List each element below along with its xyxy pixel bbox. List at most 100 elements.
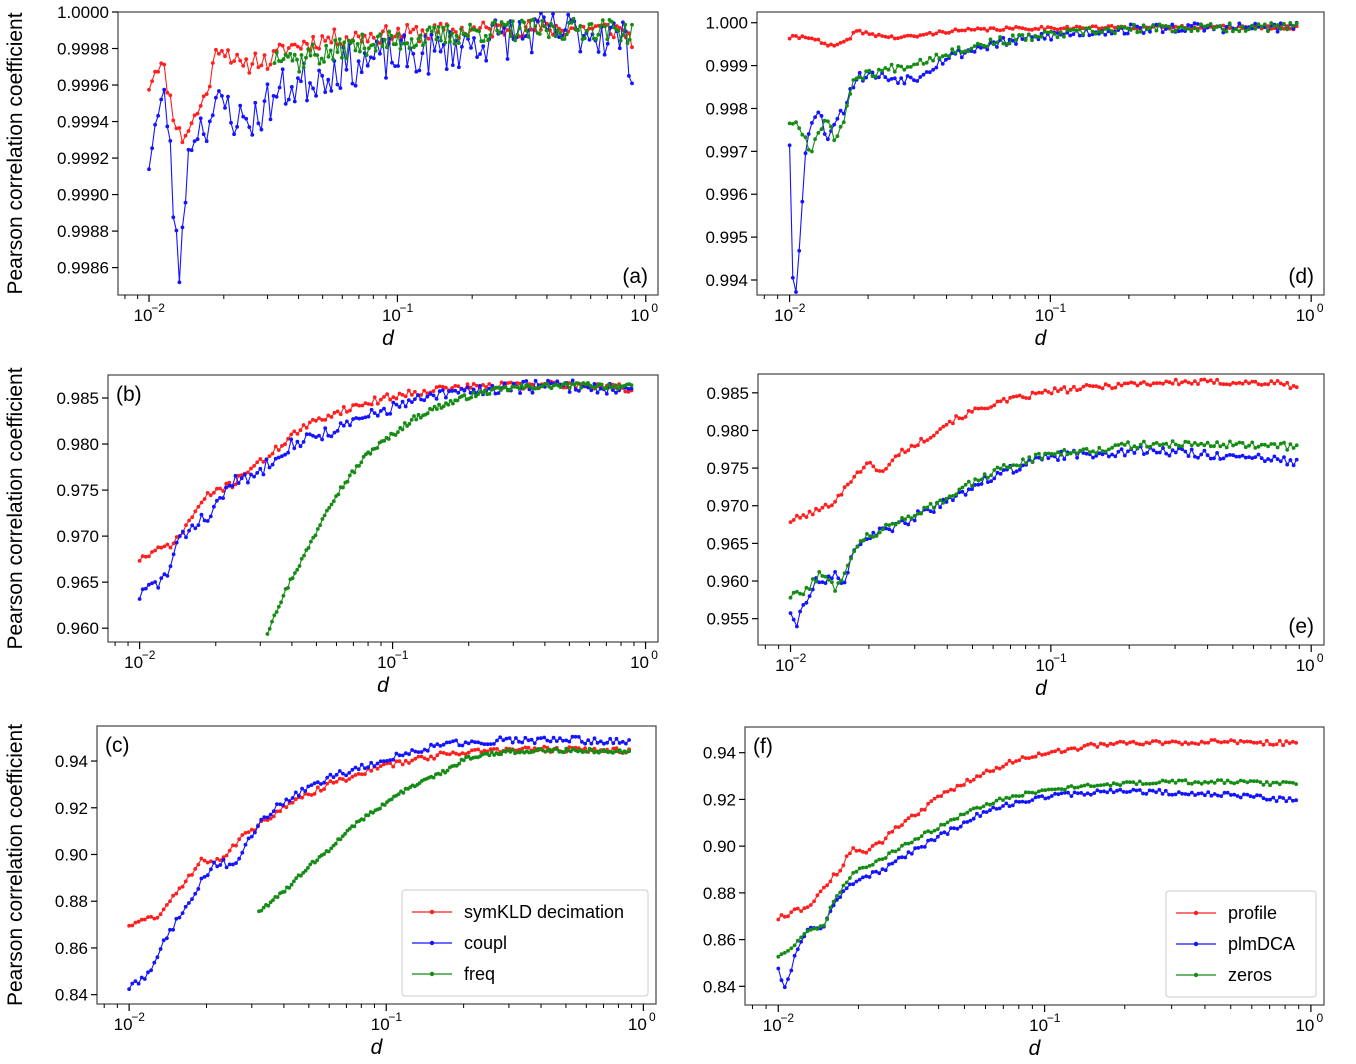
data-point (832, 138, 837, 143)
data-point (1008, 465, 1013, 470)
data-point (851, 30, 856, 35)
data-point (995, 470, 1000, 475)
data-point (1234, 381, 1239, 386)
data-point (1192, 26, 1197, 31)
data-point (903, 855, 908, 860)
data-point (293, 790, 298, 795)
data-point (1055, 31, 1060, 35)
data-point (1278, 381, 1283, 386)
data-point (959, 50, 964, 55)
data-point (253, 830, 257, 835)
data-point (873, 34, 878, 39)
x-tick-label: 10 (630, 306, 649, 325)
data-point (323, 90, 328, 94)
data-point (301, 871, 306, 875)
data-point (952, 788, 956, 792)
data-point (196, 887, 201, 891)
data-point (959, 55, 964, 60)
data-point (918, 75, 923, 79)
data-point (165, 90, 170, 95)
data-point (571, 16, 576, 21)
data-point (792, 943, 797, 948)
data-point (152, 916, 157, 921)
data-point (468, 385, 473, 390)
data-point (1036, 27, 1041, 31)
data-point (1121, 740, 1126, 744)
data-point (1131, 787, 1136, 792)
legend-box (401, 889, 649, 997)
data-point (826, 119, 830, 124)
data-point (1062, 457, 1067, 461)
data-point (848, 92, 853, 96)
data-point (857, 28, 862, 33)
data-point (195, 111, 200, 116)
data-point (1275, 457, 1280, 461)
data-point (1004, 42, 1009, 46)
data-point (936, 794, 940, 799)
data-point (523, 745, 528, 750)
data-point (825, 917, 829, 922)
data-point (1285, 462, 1290, 467)
x-axis-label: d (1035, 677, 1048, 700)
data-point (1023, 756, 1028, 760)
data-point (1072, 790, 1077, 795)
y-tick-label: 0.90 (55, 845, 88, 864)
data-point (839, 578, 844, 583)
data-point (174, 228, 179, 233)
data-point (1266, 382, 1270, 387)
data-point (207, 119, 212, 124)
data-point (329, 502, 334, 507)
y-tick-label: 0.996 (705, 185, 748, 204)
data-point (1238, 738, 1243, 743)
data-point (205, 860, 210, 865)
data-point (995, 399, 1000, 404)
data-point (570, 378, 575, 383)
data-point (1121, 780, 1126, 785)
data-point (792, 907, 797, 912)
data-point (261, 460, 266, 464)
data-point (244, 116, 249, 121)
data-point (602, 52, 607, 57)
data-point (444, 67, 449, 71)
data-point (454, 738, 458, 743)
data-point (471, 387, 476, 392)
legend-label: zeros (1228, 965, 1272, 985)
data-point (149, 968, 154, 973)
data-point (1235, 741, 1240, 746)
data-point (900, 823, 904, 827)
data-point (533, 378, 538, 383)
data-point (239, 476, 244, 481)
data-point (1193, 379, 1197, 383)
data-point (1066, 785, 1070, 789)
data-point (1062, 26, 1066, 31)
data-point (484, 25, 489, 30)
data-point (276, 604, 281, 609)
data-point (1014, 463, 1019, 468)
data-point (168, 93, 173, 98)
data-point (215, 856, 220, 861)
data-point (359, 762, 364, 767)
data-point (828, 879, 833, 884)
data-point (896, 520, 901, 525)
data-point (1287, 780, 1292, 785)
data-point (414, 69, 419, 74)
data-point (558, 31, 562, 36)
data-point (394, 396, 399, 401)
data-point (1137, 788, 1142, 792)
data-point (1082, 783, 1087, 788)
data-point (896, 81, 900, 85)
data-point (371, 35, 376, 40)
data-point (945, 820, 950, 825)
data-point (416, 412, 421, 417)
data-point (267, 465, 272, 470)
data-point (1062, 34, 1066, 39)
data-point (196, 862, 201, 867)
data-point (1269, 21, 1274, 25)
data-point (456, 384, 461, 389)
data-point (158, 947, 163, 951)
data-point (471, 382, 476, 386)
data-point (1122, 381, 1127, 386)
data-point (916, 812, 921, 817)
data-point (161, 938, 166, 943)
data-point (1033, 34, 1038, 38)
